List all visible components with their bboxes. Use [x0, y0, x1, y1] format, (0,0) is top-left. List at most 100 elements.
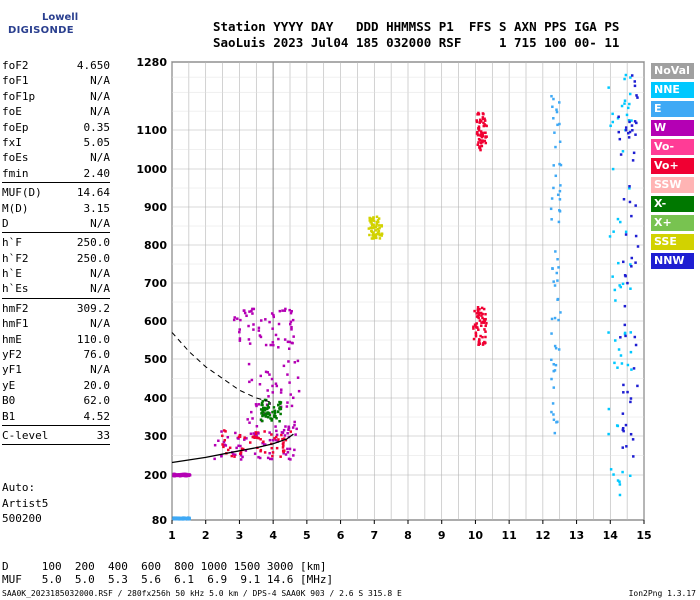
- echo-point: [616, 366, 619, 369]
- echo-point: [614, 299, 617, 302]
- legend-item-e: E: [651, 101, 694, 117]
- echo-point: [626, 281, 629, 285]
- echo-point: [269, 417, 272, 420]
- echo-point: [238, 328, 241, 331]
- echo-point: [630, 256, 634, 260]
- echo-point: [264, 343, 268, 347]
- echo-point: [368, 219, 372, 222]
- param-key: D: [2, 216, 9, 230]
- echo-point: [554, 145, 557, 149]
- echo-point: [549, 207, 553, 211]
- echo-point: [243, 436, 246, 439]
- echo-point: [622, 391, 625, 394]
- echo-point: [474, 331, 478, 334]
- echo-point: [269, 343, 272, 347]
- param-value: N/A: [90, 267, 110, 281]
- param-value: N/A: [90, 89, 110, 103]
- param-row: foEp 0.35: [2, 120, 110, 135]
- echo-point: [635, 121, 638, 125]
- echo-point: [287, 426, 291, 430]
- echo-point: [266, 407, 269, 410]
- param-row: yE 20.0: [2, 378, 110, 393]
- echo-point: [270, 446, 273, 450]
- param-key: M(D): [2, 201, 29, 215]
- param-key: foF1p: [2, 89, 36, 103]
- echo-point: [630, 119, 633, 122]
- echo-point: [227, 448, 230, 452]
- echo-point: [478, 307, 481, 311]
- echo-point: [552, 369, 555, 373]
- echo-point: [378, 233, 381, 237]
- echo-point: [556, 279, 559, 282]
- echo-point: [264, 318, 267, 321]
- echo-point: [616, 117, 620, 120]
- echo-point: [556, 193, 560, 197]
- echo-point: [293, 448, 296, 452]
- echo-point: [271, 410, 274, 414]
- echo-point: [623, 304, 627, 308]
- echo-point: [607, 407, 611, 411]
- echo-point: [628, 92, 632, 96]
- param-row: foE N/A: [2, 104, 110, 119]
- echo-point: [370, 217, 373, 220]
- echo-point: [286, 431, 289, 435]
- echo-point: [288, 447, 292, 451]
- echo-point: [380, 224, 384, 227]
- echo-point: [378, 237, 382, 240]
- echo-point: [371, 226, 374, 230]
- echo-point: [477, 341, 481, 344]
- param-key: h`Es: [2, 282, 29, 296]
- echo-point: [274, 382, 278, 385]
- echo-point: [247, 362, 251, 366]
- echo-point: [608, 235, 612, 238]
- echo-point: [478, 118, 482, 122]
- echo-point: [238, 433, 242, 437]
- echo-point: [173, 472, 177, 476]
- grid-lines: [171, 61, 645, 521]
- echo-point: [282, 444, 285, 447]
- echo-point: [613, 361, 616, 365]
- echo-point: [270, 417, 274, 421]
- param-key: yE: [2, 378, 16, 392]
- echo-point: [477, 129, 481, 132]
- param-value: N/A: [90, 363, 110, 377]
- echo-point: [633, 80, 637, 83]
- echo-point: [266, 389, 269, 392]
- echo-point: [550, 218, 553, 221]
- echo-point: [241, 447, 245, 451]
- echo-point: [266, 456, 270, 460]
- echo-point: [482, 121, 485, 125]
- station-header: Station YYYY DAY DDD HHMMSS P1 FFS S AXN…: [213, 19, 619, 51]
- echo-point: [483, 319, 487, 322]
- echo-point: [550, 410, 553, 414]
- echo-point: [479, 148, 482, 152]
- y-tick-label: 300: [144, 430, 167, 443]
- echo-point: [254, 432, 258, 436]
- legend-item-vo: Vo+: [651, 158, 694, 174]
- y-tick-label: 800: [144, 239, 167, 252]
- echo-point: [285, 405, 289, 408]
- echo-point: [235, 446, 238, 450]
- echo-point: [266, 411, 269, 415]
- echo-point: [234, 431, 237, 435]
- echo-point: [288, 381, 291, 384]
- echo-point: [281, 446, 285, 449]
- echo-point: [636, 245, 640, 248]
- param-key: foF1: [2, 74, 29, 88]
- echo-point: [636, 96, 639, 99]
- echo-point: [370, 222, 373, 225]
- echo-point: [252, 307, 256, 311]
- echo-point: [254, 436, 258, 439]
- echo-point: [552, 418, 556, 422]
- echo-point: [283, 434, 287, 437]
- echo-point: [270, 312, 274, 315]
- echo-point: [375, 220, 378, 224]
- param-value: 20.0: [83, 378, 111, 392]
- echo-point: [373, 226, 376, 229]
- echo-point: [484, 335, 487, 339]
- distance-row: D 100 200 400 600 800 1000 1500 3000 [km…: [2, 560, 327, 573]
- echo-point: [274, 425, 277, 428]
- param-row: C-level 33: [2, 428, 110, 443]
- echo-point: [232, 318, 236, 322]
- echo-point: [258, 334, 262, 337]
